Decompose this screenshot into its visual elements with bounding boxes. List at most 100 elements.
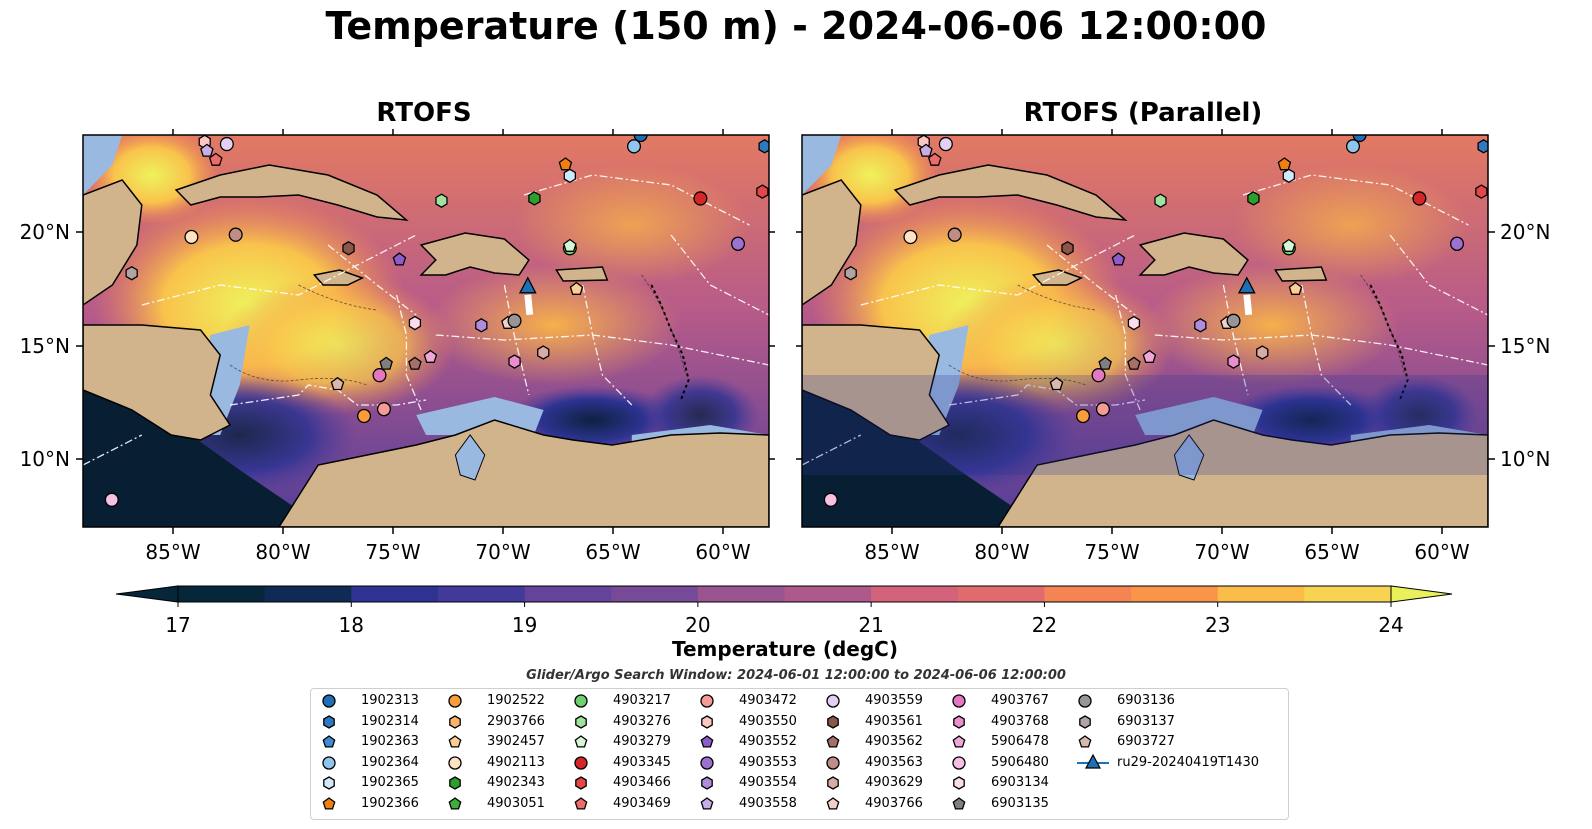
legend-marker-icon — [700, 797, 714, 810]
legend-label: 6903135 — [991, 796, 1049, 811]
legend-label: 4903217 — [613, 693, 671, 708]
panel-title-rtofs-parallel: RTOFS (Parallel) — [1023, 98, 1263, 128]
panel-title-rtofs: RTOFS — [376, 98, 472, 128]
legend-marker-icon — [574, 756, 588, 770]
legend-marker-icon — [323, 714, 335, 729]
observation-marker — [1061, 241, 1074, 256]
legend-label: 6903136 — [1117, 693, 1175, 708]
legend-label: 4903554 — [739, 775, 797, 791]
legend-marker-icon — [448, 735, 462, 748]
observation-marker — [508, 354, 521, 369]
legend-marker-icon — [449, 776, 461, 791]
observation-marker — [423, 349, 438, 363]
legend-marker-icon — [322, 735, 336, 748]
observation-marker — [1226, 313, 1241, 328]
observation-marker — [1111, 252, 1126, 266]
legend-label: 4903559 — [865, 693, 923, 708]
lon-tick-label: 75°W — [365, 540, 420, 564]
legend-label: 4903550 — [739, 713, 797, 729]
legend-label: 5906478 — [991, 734, 1049, 750]
lat-tick-label-right: 15°N — [1500, 334, 1550, 358]
legend-marker-icon — [701, 714, 713, 729]
colorbar-bin — [178, 586, 266, 602]
legend-label: 1902366 — [361, 796, 419, 811]
colorbar-bin — [1304, 586, 1392, 602]
legend-label: 1902364 — [361, 754, 419, 770]
observation-marker — [1282, 168, 1295, 184]
observation-marker — [1076, 408, 1091, 424]
observation-marker — [104, 492, 119, 507]
colorbar-tick-label: 22 — [1032, 613, 1057, 637]
legend-label: 1902363 — [361, 734, 419, 750]
legend-marker-icon — [952, 797, 966, 810]
lat-tick-label-left: 20°N — [20, 220, 70, 244]
legend-marker-icon — [1079, 714, 1091, 729]
legend-marker-icon — [827, 714, 839, 729]
colorbar-label: Temperature (degC) — [672, 637, 898, 661]
observation-marker — [528, 191, 541, 206]
observation-marker — [627, 139, 642, 154]
legend-label: 4903469 — [613, 796, 671, 811]
legend-label: 4903768 — [991, 713, 1049, 729]
observation-marker — [507, 313, 522, 328]
observation-marker — [558, 157, 573, 171]
search-window-text: Glider/Argo Search Window: 2024-06-01 12… — [526, 668, 1066, 683]
lon-tick-label: 60°W — [1414, 540, 1469, 564]
observation-marker — [927, 152, 942, 166]
observation-marker — [475, 318, 488, 333]
colorbar-bin — [697, 586, 786, 602]
legend-label: 1902522 — [487, 693, 545, 708]
colorbar-tick-label: 23 — [1205, 613, 1230, 637]
observation-marker — [1475, 184, 1488, 199]
legend-marker-icon — [574, 694, 588, 708]
legend-marker-icon — [953, 776, 965, 791]
observation-marker — [1127, 315, 1141, 331]
legend-label: 4903561 — [865, 713, 923, 729]
legend-label: 4903563 — [865, 754, 923, 770]
colorbar-tick-label: 18 — [339, 613, 364, 637]
observation-marker — [731, 236, 746, 251]
legend-marker-icon — [952, 694, 966, 708]
legend-marker-icon — [826, 797, 840, 810]
observation-marker — [357, 408, 372, 424]
observation-marker — [1277, 157, 1292, 171]
observation-marker — [1282, 238, 1296, 252]
legend-label: 2903766 — [487, 713, 545, 729]
legend-label: 1902314 — [361, 713, 419, 729]
legend-marker-icon — [448, 694, 462, 708]
colorbar-bin — [524, 586, 612, 602]
observation-marker — [1227, 354, 1240, 369]
legend-label: 1902313 — [361, 693, 419, 708]
colorbar-tick-label: 24 — [1378, 613, 1403, 637]
legend-label: 4903553 — [739, 754, 797, 770]
observation-marker — [408, 315, 422, 331]
legend-marker-icon — [701, 776, 713, 791]
observation-marker — [938, 136, 953, 152]
colorbar-bin — [871, 586, 959, 602]
observation-marker — [756, 184, 769, 199]
colorbar-bin — [1131, 586, 1219, 602]
observation-marker — [569, 281, 584, 295]
legend-marker-icon — [449, 714, 461, 729]
lon-tick-label: 80°W — [974, 540, 1029, 564]
observation-marker — [823, 492, 838, 507]
legend-label: 4903629 — [865, 775, 923, 791]
observation-marker — [758, 139, 769, 154]
legend-label: 4903466 — [613, 775, 671, 791]
legend-label: 4903552 — [739, 734, 797, 750]
observation-marker — [1256, 345, 1269, 360]
lon-tick-label: 70°W — [1194, 540, 1249, 564]
legend-label: 4903766 — [865, 796, 923, 811]
colorbar-bin — [957, 586, 1045, 602]
observation-marker — [1237, 276, 1256, 316]
legend-label: 4903279 — [613, 734, 671, 750]
legend-label: 3902457 — [487, 734, 545, 750]
legend-marker-icon — [826, 694, 840, 708]
legend-marker-icon — [1077, 753, 1109, 769]
legend-marker-icon — [1078, 694, 1092, 708]
legend-marker-icon — [827, 776, 839, 791]
observation-marker — [518, 276, 537, 316]
legend-label: 6903134 — [991, 775, 1049, 791]
lat-tick-label-right: 10°N — [1500, 447, 1550, 471]
legend-label: 6903137 — [1117, 713, 1175, 729]
